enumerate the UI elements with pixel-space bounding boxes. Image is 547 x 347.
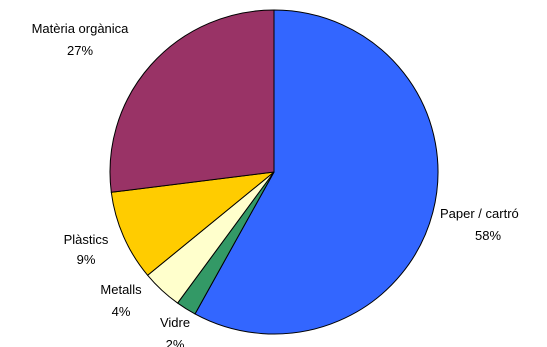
slice-value-paper: 58% [475, 228, 501, 243]
slice-label-materia-organica: Matèria orgànica [32, 21, 130, 36]
slice-value-plastics: 9% [77, 252, 96, 267]
slice-value-metalls: 4% [112, 304, 131, 319]
pie-slice-paper-cartro [194, 9, 439, 335]
slice-value-vidre: 2% [166, 337, 185, 347]
slice-label-paper: Paper / cartró [440, 206, 519, 221]
slice-label-metalls: Metalls [100, 282, 142, 297]
pie-slice-plastics [110, 171, 275, 276]
slice-value-materia-organica: 27% [67, 43, 93, 58]
pie-slice-materia-organica [109, 9, 275, 193]
slice-label-vidre: Vidre [160, 315, 190, 330]
pie-slices [109, 9, 439, 335]
slice-label-plastics: Plàstics [64, 232, 109, 247]
